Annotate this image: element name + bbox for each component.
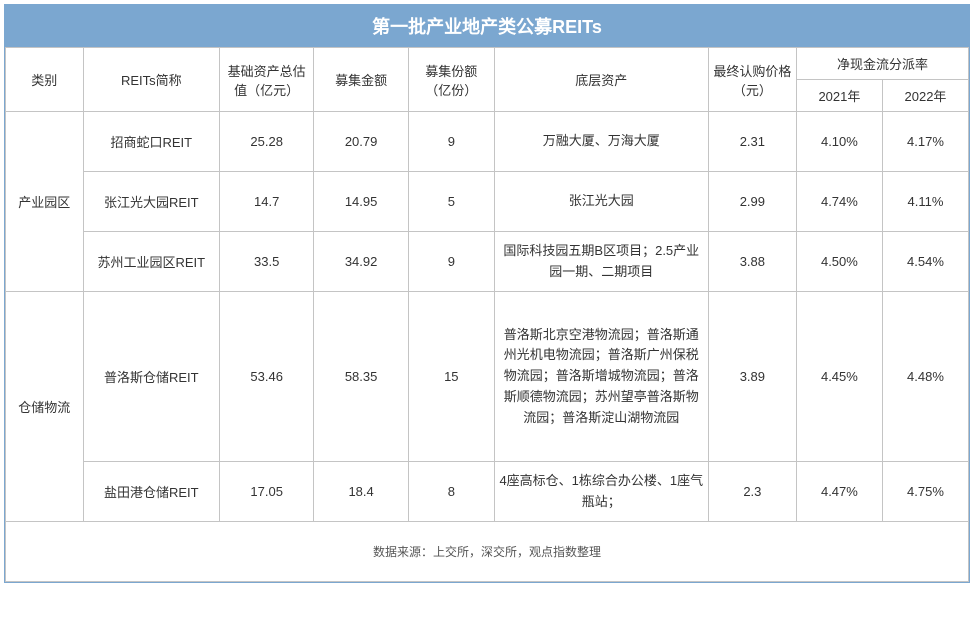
table-header: 类别 REITs简称 基础资产总估值（亿元） 募集金额 募集份额（亿份） 底层资… <box>6 48 969 112</box>
cell-raised: 58.35 <box>314 292 408 462</box>
cell-shares: 15 <box>408 292 494 462</box>
cell-category: 仓储物流 <box>6 292 84 522</box>
table-row: 张江光大园REIT 14.7 14.95 5 张江光大园 2.99 4.74% … <box>6 172 969 232</box>
cell-name: 苏州工业园区REIT <box>83 232 219 292</box>
cell-name: 普洛斯仓储REIT <box>83 292 219 462</box>
cell-shares: 5 <box>408 172 494 232</box>
th-category: 类别 <box>6 48 84 112</box>
cell-assets: 万融大厦、万海大厦 <box>494 112 708 172</box>
table-row: 盐田港仓储REIT 17.05 18.4 8 4座高标仓、1栋综合办公楼、1座气… <box>6 462 969 522</box>
cell-price: 3.88 <box>708 232 796 292</box>
th-y2021: 2021年 <box>796 80 882 112</box>
cell-y2021: 4.74% <box>796 172 882 232</box>
cell-y2021: 4.47% <box>796 462 882 522</box>
cell-shares: 9 <box>408 232 494 292</box>
cell-assets: 普洛斯北京空港物流园；普洛斯通州光机电物流园；普洛斯广州保税物流园；普洛斯增城物… <box>494 292 708 462</box>
th-valuation: 基础资产总估值（亿元） <box>219 48 313 112</box>
cell-valuation: 25.28 <box>219 112 313 172</box>
reits-table: 类别 REITs简称 基础资产总估值（亿元） 募集金额 募集份额（亿份） 底层资… <box>5 47 969 582</box>
table-row: 产业园区 招商蛇口REIT 25.28 20.79 9 万融大厦、万海大厦 2.… <box>6 112 969 172</box>
th-assets: 底层资产 <box>494 48 708 112</box>
cell-name: 盐田港仓储REIT <box>83 462 219 522</box>
th-price: 最终认购价格（元） <box>708 48 796 112</box>
table-container: 第一批产业地产类公募REITs 类别 REITs简称 基础资产总估值（亿元） 募… <box>4 4 970 583</box>
cell-assets: 4座高标仓、1栋综合办公楼、1座气瓶站； <box>494 462 708 522</box>
cell-valuation: 17.05 <box>219 462 313 522</box>
cell-y2021: 4.45% <box>796 292 882 462</box>
cell-name: 招商蛇口REIT <box>83 112 219 172</box>
cell-y2022: 4.54% <box>882 232 968 292</box>
cell-assets: 张江光大园 <box>494 172 708 232</box>
cell-category: 产业园区 <box>6 112 84 292</box>
cell-raised: 18.4 <box>314 462 408 522</box>
cell-valuation: 14.7 <box>219 172 313 232</box>
table-footer: 数据来源：上交所，深交所，观点指数整理 <box>6 522 969 582</box>
table-body: 产业园区 招商蛇口REIT 25.28 20.79 9 万融大厦、万海大厦 2.… <box>6 112 969 582</box>
cell-price: 2.3 <box>708 462 796 522</box>
cell-y2022: 4.11% <box>882 172 968 232</box>
cell-raised: 20.79 <box>314 112 408 172</box>
cell-assets: 国际科技园五期B区项目；2.5产业园一期、二期项目 <box>494 232 708 292</box>
cell-y2021: 4.50% <box>796 232 882 292</box>
cell-shares: 9 <box>408 112 494 172</box>
th-name: REITs简称 <box>83 48 219 112</box>
cell-y2022: 4.17% <box>882 112 968 172</box>
cell-valuation: 33.5 <box>219 232 313 292</box>
cell-y2022: 4.48% <box>882 292 968 462</box>
th-raised: 募集金额 <box>314 48 408 112</box>
cell-name: 张江光大园REIT <box>83 172 219 232</box>
th-shares: 募集份额（亿份） <box>408 48 494 112</box>
table-row: 仓储物流 普洛斯仓储REIT 53.46 58.35 15 普洛斯北京空港物流园… <box>6 292 969 462</box>
cell-price: 2.99 <box>708 172 796 232</box>
cell-price: 3.89 <box>708 292 796 462</box>
table-row: 苏州工业园区REIT 33.5 34.92 9 国际科技园五期B区项目；2.5产… <box>6 232 969 292</box>
cell-y2022: 4.75% <box>882 462 968 522</box>
cell-raised: 34.92 <box>314 232 408 292</box>
cell-raised: 14.95 <box>314 172 408 232</box>
cell-shares: 8 <box>408 462 494 522</box>
table-title: 第一批产业地产类公募REITs <box>5 5 969 47</box>
th-yield-group: 净现金流分派率 <box>796 48 968 80</box>
cell-price: 2.31 <box>708 112 796 172</box>
footer-text: 数据来源：上交所，深交所，观点指数整理 <box>6 522 969 582</box>
th-y2022: 2022年 <box>882 80 968 112</box>
cell-y2021: 4.10% <box>796 112 882 172</box>
cell-valuation: 53.46 <box>219 292 313 462</box>
